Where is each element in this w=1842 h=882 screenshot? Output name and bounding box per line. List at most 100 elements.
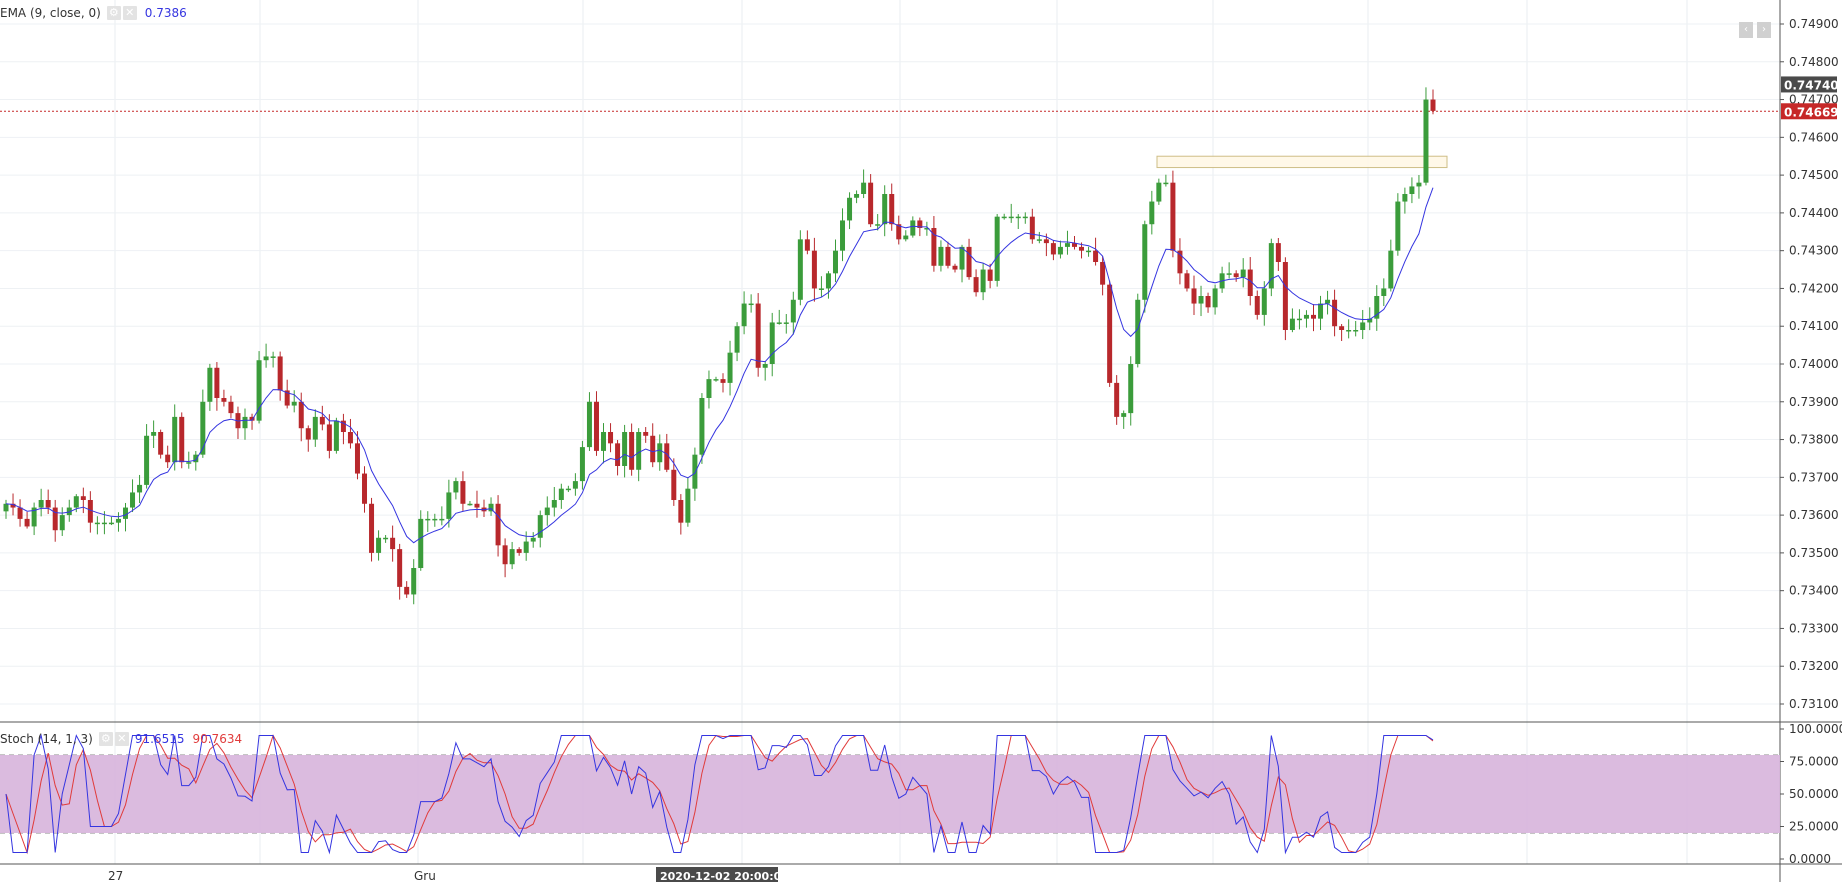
candle-body (376, 538, 381, 553)
candle-body (1311, 315, 1316, 319)
candle (1374, 285, 1379, 331)
candle-body (763, 364, 768, 368)
candle-body (207, 368, 212, 402)
candle (144, 424, 149, 488)
candle (650, 423, 655, 467)
candle-body (636, 432, 641, 470)
candle-body (1297, 319, 1302, 321)
stoch-tick-label: 25.0000 (1789, 820, 1839, 834)
candle (1234, 270, 1239, 282)
candle-body (608, 432, 613, 443)
candle-body (510, 549, 515, 564)
candle (109, 517, 114, 525)
high-price-badge: 0.74740 (1781, 76, 1839, 92)
candle (1206, 293, 1211, 313)
candle (601, 423, 606, 463)
scale-left-icon[interactable]: ‹ (1739, 22, 1753, 38)
candle (1142, 221, 1147, 313)
gear-icon[interactable]: ⚙ (99, 732, 113, 746)
candle (250, 414, 255, 430)
candle-body (650, 436, 655, 462)
gear-icon[interactable]: ⚙ (107, 6, 121, 20)
price-tick-label: 0.73700 (1789, 470, 1839, 484)
candle-body (1290, 319, 1295, 330)
candle (622, 425, 627, 478)
candle (882, 185, 887, 236)
candle-body (243, 417, 248, 428)
candle (482, 500, 487, 517)
candle (1199, 286, 1204, 316)
candle-body (728, 353, 733, 383)
candle-body (172, 417, 177, 462)
candle-body (130, 492, 135, 507)
candle (123, 503, 128, 531)
candle (967, 239, 972, 280)
candle (81, 488, 86, 513)
candle (819, 276, 824, 297)
candle (158, 430, 163, 459)
price-axis[interactable]: 0.74900 0.74800 0.74700 0.74600 0.74500 0.744… (1780, 17, 1839, 711)
stoch-tick-label: 0.0000 (1789, 852, 1831, 866)
candle (728, 341, 733, 396)
candle (1121, 410, 1126, 428)
price-tick-label: 0.74600 (1789, 130, 1839, 144)
candle (1191, 276, 1196, 315)
ema-legend-value: 0.7386 (145, 6, 187, 20)
candle-body (1079, 247, 1084, 251)
close-icon[interactable]: ✕ (115, 732, 129, 746)
candle-body (74, 496, 79, 507)
ema-line (6, 188, 1433, 543)
candle (861, 169, 866, 198)
candle (376, 530, 381, 560)
candle-body (214, 368, 219, 398)
candle (1128, 356, 1133, 425)
candle-body (960, 247, 965, 270)
candle-body (819, 288, 824, 290)
price-tick-label: 0.74200 (1789, 281, 1839, 295)
candle-body (756, 304, 761, 368)
price-tick-label: 0.73600 (1789, 508, 1839, 522)
candle-body (861, 183, 866, 194)
candle-body (1353, 330, 1358, 332)
candle-body (1170, 183, 1175, 251)
candle (629, 424, 634, 476)
candle-body (706, 379, 711, 398)
candle-body (952, 266, 957, 270)
candle (165, 446, 170, 468)
candle (320, 406, 325, 430)
candle (1276, 238, 1281, 271)
time-axis[interactable]: 27 Gru 2020-12-02 20:00:00 (108, 867, 789, 882)
candle-body (1121, 413, 1126, 417)
candle (60, 507, 65, 536)
candle-body (306, 428, 311, 439)
candle-body (1009, 217, 1014, 219)
candle (517, 547, 522, 556)
candle-body (1023, 217, 1028, 219)
candle (348, 419, 353, 449)
candle-body (770, 322, 775, 364)
close-icon[interactable]: ✕ (123, 6, 137, 20)
candle (552, 487, 557, 516)
scale-right-icon[interactable]: › (1757, 22, 1771, 38)
candle (594, 391, 599, 456)
candle-body (1191, 288, 1196, 303)
candle-body (587, 402, 592, 447)
candle-body (594, 402, 599, 451)
candle-body (1332, 300, 1337, 326)
candle-body (749, 304, 754, 306)
candle-body (123, 508, 128, 519)
candle-body (699, 398, 704, 455)
candle (1431, 90, 1436, 115)
candle-body (193, 455, 198, 463)
candle-body (1030, 217, 1035, 240)
candle (1304, 310, 1309, 327)
candle-body (713, 379, 718, 381)
candle-body (629, 432, 634, 470)
candle (46, 490, 51, 514)
candle-body (362, 474, 367, 504)
candle (1107, 281, 1112, 387)
stoch-axis[interactable]: 100.0000 75.0000 50.0000 25.0000 0.0000 (1780, 722, 1842, 866)
candle (130, 479, 135, 512)
candle (784, 314, 789, 334)
